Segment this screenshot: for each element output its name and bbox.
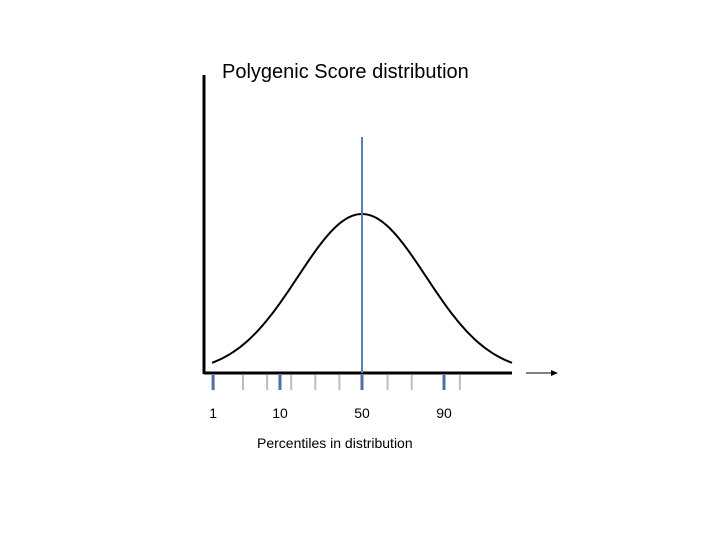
- x-tick-label: 10: [272, 405, 288, 421]
- x-ticks: [211, 375, 461, 390]
- chart-title: Polygenic Score distribution: [222, 61, 469, 83]
- x-tick-label: 50: [354, 405, 370, 421]
- x-tick-labels: 1 10 50 90: [209, 405, 452, 421]
- x-axis-label: Percentiles in distribution: [257, 435, 413, 451]
- x-axis-arrowhead: [551, 370, 558, 376]
- x-tick-label: 90: [436, 405, 452, 421]
- axes: [202, 75, 558, 376]
- x-tick-label: 1: [209, 405, 217, 421]
